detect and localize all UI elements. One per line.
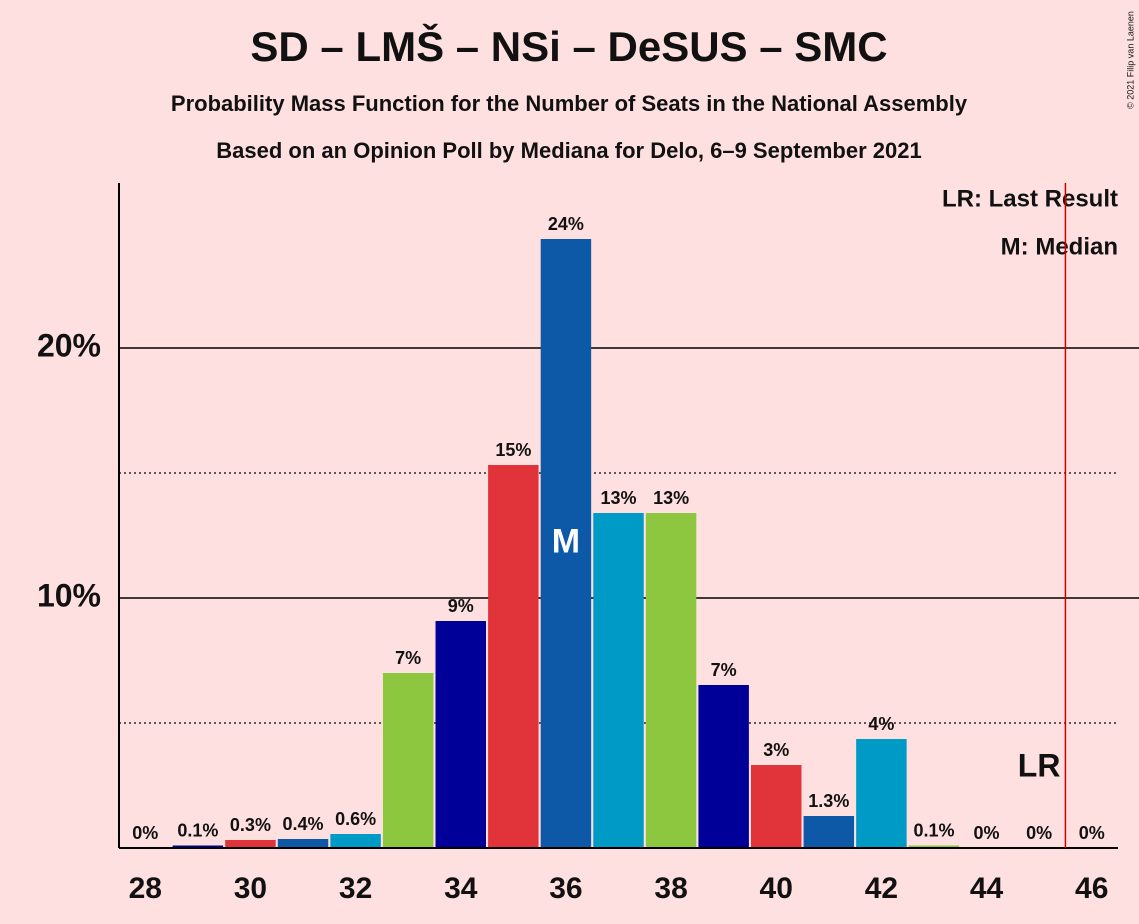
- data-label: 0%: [132, 823, 158, 843]
- chart-subtitle: Probability Mass Function for the Number…: [171, 91, 968, 116]
- legend-entry: M: Median: [1001, 233, 1118, 260]
- data-label: 15%: [495, 440, 531, 460]
- data-label: 0%: [1026, 823, 1052, 843]
- bar: [172, 845, 224, 848]
- bar: [593, 513, 644, 848]
- bar: [750, 765, 802, 848]
- y-tick-label: 10%: [37, 577, 101, 613]
- x-tick-label: 30: [234, 872, 267, 905]
- bar: [330, 834, 381, 848]
- bar: [645, 513, 697, 848]
- data-label: 4%: [868, 714, 894, 734]
- x-tick-label: 42: [865, 872, 898, 905]
- x-tick-label: 34: [444, 872, 478, 905]
- data-label: 7%: [711, 660, 737, 680]
- bar: [488, 465, 539, 848]
- y-tick-label: 20%: [37, 327, 101, 363]
- median-marker: M: [552, 522, 580, 560]
- x-tick-label: 36: [549, 872, 582, 905]
- data-label: 0.4%: [283, 814, 324, 834]
- data-label: 0%: [1079, 823, 1105, 843]
- copyright: © 2021 Filip van Laenen: [1125, 11, 1135, 109]
- data-label: 0.1%: [177, 820, 218, 840]
- bar: [908, 845, 960, 848]
- bar: [698, 685, 749, 848]
- data-label: 0.3%: [230, 815, 271, 835]
- data-label: 13%: [653, 488, 689, 508]
- data-label: 24%: [548, 214, 584, 234]
- data-label: 9%: [448, 596, 474, 616]
- x-tick-label: 32: [339, 872, 372, 905]
- bar: [540, 239, 592, 848]
- x-tick-label: 44: [970, 872, 1004, 905]
- bar: [435, 621, 487, 848]
- x-tick-label: 46: [1075, 872, 1108, 905]
- x-tick-label: 28: [129, 872, 162, 905]
- data-label: 0.6%: [335, 809, 376, 829]
- data-label: 7%: [395, 648, 421, 668]
- data-label: 13%: [600, 488, 636, 508]
- data-label: 0.1%: [913, 820, 954, 840]
- bar: [277, 839, 329, 848]
- chart-title: SD – LMŠ – NSi – DeSUS – SMC: [250, 22, 887, 70]
- bar: [225, 840, 276, 848]
- legend-entry: LR: Last Result: [942, 185, 1118, 212]
- last-result-label: LR: [1018, 747, 1061, 783]
- bar: [856, 739, 907, 848]
- chart-subtitle: Based on an Opinion Poll by Mediana for …: [216, 138, 921, 163]
- data-label: 0%: [974, 823, 1000, 843]
- x-tick-label: 40: [760, 872, 793, 905]
- data-label: 3%: [763, 740, 789, 760]
- x-tick-label: 38: [654, 872, 687, 905]
- bar: [803, 816, 855, 848]
- bar: [382, 673, 434, 848]
- data-label: 1.3%: [808, 791, 849, 811]
